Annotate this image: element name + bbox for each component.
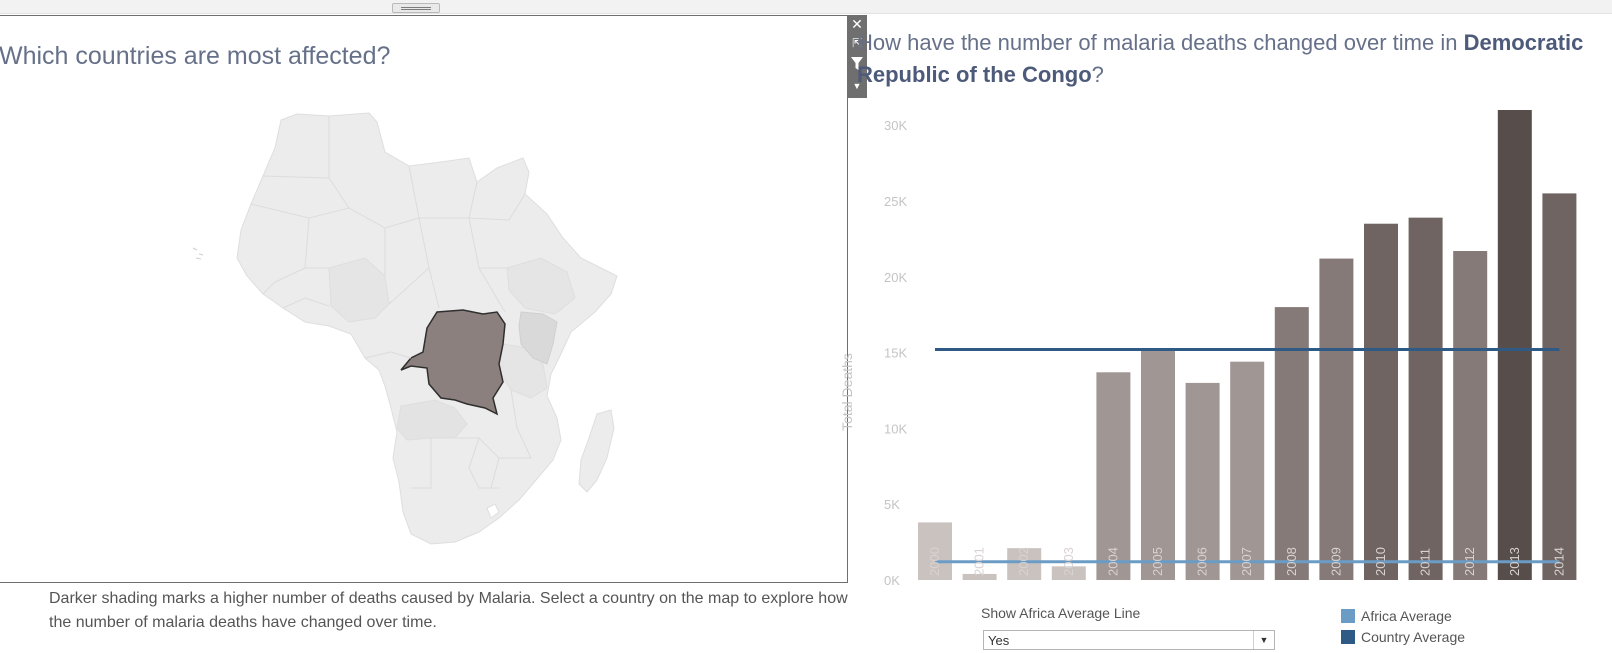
africa-average-dropdown-value: Yes [988, 633, 1010, 648]
bar-2014[interactable] [1542, 193, 1577, 581]
bar-2004[interactable] [1096, 372, 1131, 580]
y-tick-label: 15K [884, 346, 907, 361]
y-tick-label: 20K [884, 270, 907, 285]
map-title: Which countries are most affected? [0, 42, 391, 70]
bar-2010[interactable] [1364, 223, 1398, 580]
x-tick-label: 2006 [1195, 547, 1210, 576]
legend-swatch [1341, 629, 1355, 644]
region-ethiopia[interactable] [506, 257, 576, 315]
bar-2000[interactable] [918, 522, 952, 580]
map-description: Darker shading marks a higher number of … [49, 590, 848, 631]
resize-grip[interactable] [392, 3, 440, 13]
chevron-down-icon[interactable]: ▼ [852, 81, 862, 91]
bar-2008[interactable] [1274, 307, 1309, 580]
x-tick-label: 2005 [1150, 547, 1165, 576]
x-tick-label: 2008 [1284, 547, 1299, 576]
x-tick-label: 2004 [1105, 547, 1120, 576]
africa-average-filter-label: Show Africa Average Line [981, 605, 1141, 621]
y-tick-label: 5K [884, 497, 900, 512]
map-panel: Which countries are most affected? [0, 15, 848, 583]
x-tick-label: 2001 [972, 547, 987, 576]
bar-2003[interactable] [1051, 566, 1086, 580]
bar-2006[interactable] [1185, 382, 1220, 580]
chart-title: How have the number of malaria deaths ch… [857, 27, 1597, 91]
chart-title-suffix: ? [1091, 62, 1104, 87]
legend-africa-average[interactable]: Africa Average [1341, 605, 1465, 626]
chart-title-country: Democratic Republic of the Congo [857, 30, 1584, 87]
africa-average-dropdown[interactable]: Yes ▼ [983, 630, 1275, 650]
bar-2012[interactable] [1453, 251, 1488, 580]
bar-2013[interactable] [1497, 110, 1532, 580]
dashboard-top-bar [0, 0, 1612, 14]
bar-2011[interactable] [1408, 217, 1443, 580]
map-toolbar: ✕ ⇱ ▼ [847, 15, 867, 98]
legend-label: Africa Average [1361, 607, 1452, 624]
y-tick-label: 25K [884, 194, 907, 209]
x-tick-label: 2003 [1061, 547, 1076, 576]
country-drc-selected[interactable] [400, 309, 506, 416]
popout-icon[interactable]: ⇱ [851, 36, 863, 50]
bar-2009[interactable] [1319, 258, 1354, 580]
legend-label: Country Average [1361, 628, 1466, 645]
legend-country-average[interactable]: Country Average [1341, 626, 1465, 647]
reference-line-legend: Africa Average Country Average [1341, 605, 1465, 647]
africa-landmass[interactable] [192, 112, 618, 545]
x-tick-label: 2011 [1418, 548, 1433, 576]
x-tick-label: 2009 [1328, 547, 1343, 576]
y-tick-label: 10K [884, 421, 907, 436]
dropdown-arrow-icon[interactable]: ▼ [1253, 631, 1274, 649]
legend-swatch [1341, 608, 1355, 623]
region-west-africa[interactable] [328, 257, 390, 323]
cape-verde [192, 247, 204, 260]
x-tick-label: 2002 [1016, 547, 1031, 576]
lesotho[interactable] [486, 503, 500, 519]
x-tick-label: 2014 [1551, 547, 1566, 576]
deaths-bar-chart: 0K 5K 10K 15K 20K 25K 30K 2000 2001 2002 2003 2004 2… [884, 110, 1577, 588]
close-icon[interactable]: ✕ [851, 16, 863, 32]
africa-map [192, 112, 618, 545]
chart-title-prefix: How have the number of malaria deaths ch… [857, 30, 1458, 55]
x-tick-label: 2010 [1373, 547, 1388, 576]
y-tick-label: 0K [884, 573, 900, 588]
filter-icon[interactable] [847, 56, 867, 74]
x-tick-label: 2007 [1239, 547, 1254, 576]
bar-2005[interactable] [1141, 348, 1175, 580]
region-kenya[interactable] [518, 311, 558, 365]
bar-2002[interactable] [1007, 548, 1042, 580]
country-borders [250, 116, 532, 489]
x-tick-label: 2000 [927, 547, 942, 576]
y-axis-label: Total Deaths [839, 353, 855, 431]
madagascar[interactable] [578, 409, 615, 493]
bar-2007[interactable] [1230, 361, 1265, 580]
x-tick-label: 2013 [1507, 547, 1522, 576]
bar-2001[interactable] [962, 573, 997, 580]
x-tick-label: 2012 [1462, 547, 1477, 576]
y-tick-label: 30K [884, 118, 907, 133]
